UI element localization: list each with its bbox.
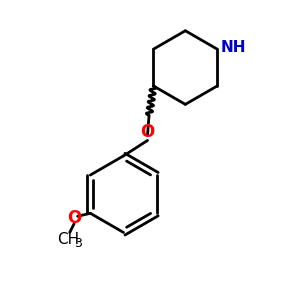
Text: NH: NH <box>221 40 246 55</box>
Text: 3: 3 <box>74 237 82 250</box>
Text: O: O <box>67 209 81 227</box>
Text: O: O <box>140 123 155 141</box>
Text: CH: CH <box>57 232 79 247</box>
